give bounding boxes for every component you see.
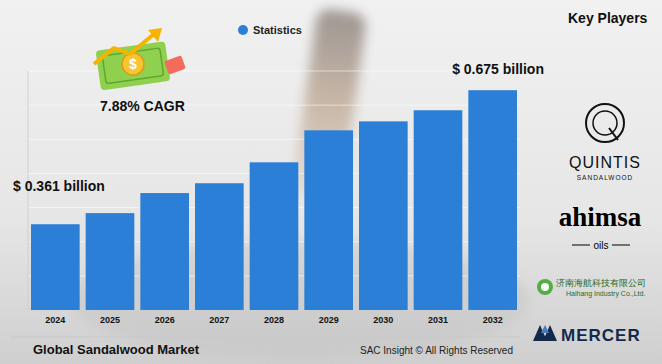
bar bbox=[195, 183, 244, 310]
footer-rule bbox=[10, 337, 520, 338]
arrow bbox=[94, 34, 154, 64]
bar bbox=[468, 90, 517, 310]
logo-ahimsa: ahimsa oils bbox=[559, 202, 642, 251]
x-tick-label: 2028 bbox=[264, 315, 284, 325]
x-tick-label: 2032 bbox=[483, 315, 503, 325]
logo-shape bbox=[537, 279, 553, 295]
legend-label: Statistics bbox=[253, 24, 302, 36]
logo-shape bbox=[541, 325, 549, 333]
x-tick-label: 2026 bbox=[155, 315, 175, 325]
annotation: $ 0.361 billion bbox=[13, 178, 105, 194]
arrow-head bbox=[148, 28, 162, 42]
legend-marker bbox=[238, 25, 248, 35]
footer: SAC Insight © All Rights Reserved bbox=[360, 345, 513, 356]
bar bbox=[31, 224, 80, 310]
x-tick-label: 2024 bbox=[45, 315, 65, 325]
bar bbox=[140, 193, 189, 310]
x-tick-label: 2030 bbox=[373, 315, 393, 325]
logo-shape bbox=[541, 283, 549, 291]
x-tick-label: 2027 bbox=[209, 315, 229, 325]
logo-rule bbox=[612, 245, 630, 246]
title: Global Sandalwood Market bbox=[33, 342, 200, 357]
coin bbox=[122, 53, 144, 75]
bar bbox=[414, 110, 463, 310]
logo-name: MERCER bbox=[561, 326, 641, 345]
money-icon: $ bbox=[94, 28, 186, 91]
bar bbox=[250, 162, 299, 310]
logo-shape bbox=[586, 104, 624, 142]
bar bbox=[359, 121, 408, 310]
logo-shape bbox=[593, 111, 617, 135]
logo-haihang: 济南海航科技有限公司 Haihang Industry Co.,Ltd. bbox=[537, 278, 646, 298]
coin-symbol: $ bbox=[129, 56, 137, 72]
bar bbox=[304, 130, 353, 310]
tag bbox=[164, 55, 186, 74]
logo-rule bbox=[572, 245, 590, 246]
logo-quintis: QUINTIS SANDALWOOD bbox=[569, 104, 641, 181]
annotation-cagr: 7.88% CAGR bbox=[100, 98, 185, 114]
logo-subtitle: Haihang Industry Co.,Ltd. bbox=[566, 290, 645, 298]
logo-subtitle: SANDALWOOD bbox=[577, 174, 633, 181]
logo-name: QUINTIS bbox=[569, 154, 641, 171]
x-tick-label: 2031 bbox=[428, 315, 448, 325]
x-tick-label: 2029 bbox=[319, 315, 339, 325]
legend: Statistics bbox=[238, 24, 302, 36]
x-tick-label: 2025 bbox=[100, 315, 120, 325]
chart: 2024 2025 2026 2027 2028 2029 2030 2031 2032 Stat… bbox=[0, 0, 662, 364]
logo-shape bbox=[609, 128, 618, 140]
background bbox=[0, 0, 662, 364]
logo-name: 济南海航科技有限公司 bbox=[556, 278, 646, 288]
bar bbox=[86, 213, 135, 310]
annotation: $ 0.675 billion bbox=[452, 61, 544, 77]
logo-mercer: MERCER bbox=[533, 325, 641, 345]
bill bbox=[96, 41, 171, 90]
key-players-title: Key Players bbox=[568, 10, 648, 26]
logo-subtitle: oils bbox=[593, 240, 608, 251]
bars bbox=[31, 90, 517, 310]
logo-name: ahimsa bbox=[559, 202, 642, 232]
